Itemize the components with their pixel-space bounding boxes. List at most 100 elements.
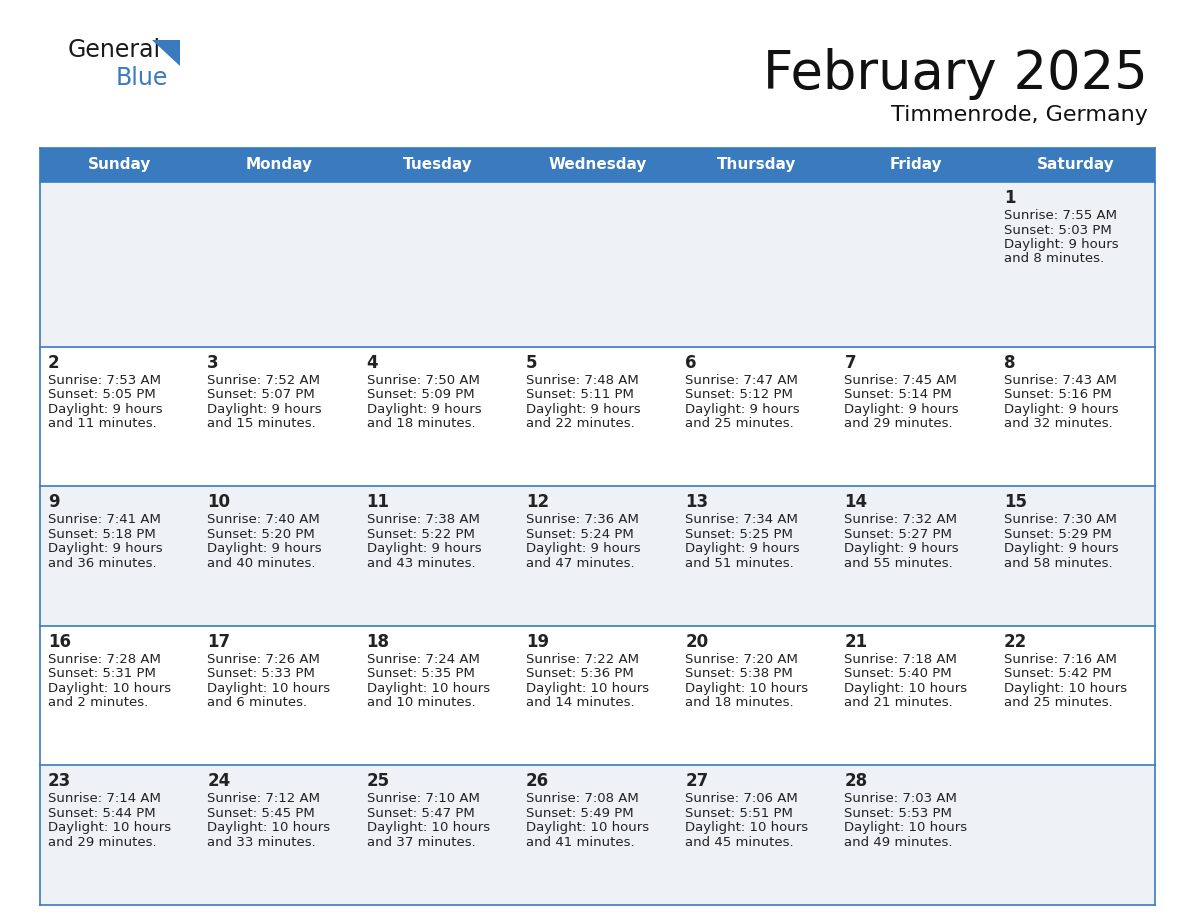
Bar <box>40 347 200 487</box>
Text: Sunrise: 7:48 AM: Sunrise: 7:48 AM <box>526 374 639 386</box>
Text: Sunset: 5:35 PM: Sunset: 5:35 PM <box>367 667 474 680</box>
Text: Daylight: 10 hours: Daylight: 10 hours <box>685 682 808 695</box>
Text: Daylight: 9 hours: Daylight: 9 hours <box>845 403 959 416</box>
Text: 7: 7 <box>845 353 857 372</box>
Text: Sunrise: 7:43 AM: Sunrise: 7:43 AM <box>1004 374 1117 386</box>
Text: and 51 minutes.: and 51 minutes. <box>685 557 794 570</box>
Text: Sunset: 5:20 PM: Sunset: 5:20 PM <box>207 528 315 541</box>
Text: Sunset: 5:42 PM: Sunset: 5:42 PM <box>1004 667 1112 680</box>
Text: and 37 minutes.: and 37 minutes. <box>367 836 475 849</box>
Text: Sunset: 5:53 PM: Sunset: 5:53 PM <box>845 807 953 820</box>
Text: Daylight: 10 hours: Daylight: 10 hours <box>526 682 649 695</box>
Text: Daylight: 9 hours: Daylight: 9 hours <box>367 543 481 555</box>
Text: and 55 minutes.: and 55 minutes. <box>845 557 953 570</box>
Text: Sunset: 5:12 PM: Sunset: 5:12 PM <box>685 388 794 401</box>
Bar <box>836 766 996 905</box>
Text: Daylight: 10 hours: Daylight: 10 hours <box>685 822 808 834</box>
Bar <box>359 487 518 626</box>
Text: 19: 19 <box>526 633 549 651</box>
Bar <box>40 182 200 347</box>
Text: Monday: Monday <box>246 158 312 173</box>
Text: and 29 minutes.: and 29 minutes. <box>48 836 157 849</box>
Polygon shape <box>152 40 181 66</box>
Text: Friday: Friday <box>890 158 942 173</box>
Bar <box>677 347 836 487</box>
Text: Sunset: 5:51 PM: Sunset: 5:51 PM <box>685 807 794 820</box>
Bar <box>518 626 677 766</box>
Text: Timmenrode, Germany: Timmenrode, Germany <box>891 105 1148 125</box>
Text: 24: 24 <box>207 772 230 790</box>
Text: and 47 minutes.: and 47 minutes. <box>526 557 634 570</box>
Text: 5: 5 <box>526 353 537 372</box>
Text: Tuesday: Tuesday <box>404 158 473 173</box>
Text: and 29 minutes.: and 29 minutes. <box>845 418 953 431</box>
Bar <box>996 626 1155 766</box>
Text: Daylight: 10 hours: Daylight: 10 hours <box>1004 682 1127 695</box>
Text: 11: 11 <box>367 493 390 511</box>
Text: Sunset: 5:44 PM: Sunset: 5:44 PM <box>48 807 156 820</box>
Text: Daylight: 9 hours: Daylight: 9 hours <box>1004 403 1118 416</box>
Text: 1: 1 <box>1004 189 1016 207</box>
Text: Daylight: 10 hours: Daylight: 10 hours <box>845 682 967 695</box>
Text: Sunrise: 7:40 AM: Sunrise: 7:40 AM <box>207 513 320 526</box>
Text: Sunrise: 7:26 AM: Sunrise: 7:26 AM <box>207 653 320 666</box>
Text: and 25 minutes.: and 25 minutes. <box>685 418 794 431</box>
Text: Sunrise: 7:03 AM: Sunrise: 7:03 AM <box>845 792 958 805</box>
Text: 6: 6 <box>685 353 696 372</box>
Bar <box>836 487 996 626</box>
Text: Daylight: 10 hours: Daylight: 10 hours <box>367 822 489 834</box>
Text: 28: 28 <box>845 772 867 790</box>
Text: Sunset: 5:49 PM: Sunset: 5:49 PM <box>526 807 633 820</box>
Text: and 49 minutes.: and 49 minutes. <box>845 836 953 849</box>
Text: General: General <box>68 38 162 62</box>
Text: and 14 minutes.: and 14 minutes. <box>526 697 634 710</box>
Bar <box>836 347 996 487</box>
Text: Daylight: 9 hours: Daylight: 9 hours <box>1004 543 1118 555</box>
Text: Wednesday: Wednesday <box>549 158 646 173</box>
Bar <box>518 347 677 487</box>
Text: Daylight: 10 hours: Daylight: 10 hours <box>526 822 649 834</box>
Text: and 45 minutes.: and 45 minutes. <box>685 836 794 849</box>
Text: 25: 25 <box>367 772 390 790</box>
Text: 3: 3 <box>207 353 219 372</box>
Text: and 11 minutes.: and 11 minutes. <box>48 418 157 431</box>
Text: and 10 minutes.: and 10 minutes. <box>367 697 475 710</box>
Text: Sunrise: 7:30 AM: Sunrise: 7:30 AM <box>1004 513 1117 526</box>
Bar <box>200 766 359 905</box>
Bar <box>836 626 996 766</box>
Text: 23: 23 <box>48 772 71 790</box>
Text: 13: 13 <box>685 493 708 511</box>
Text: Sunrise: 7:18 AM: Sunrise: 7:18 AM <box>845 653 958 666</box>
Text: and 43 minutes.: and 43 minutes. <box>367 557 475 570</box>
Text: and 32 minutes.: and 32 minutes. <box>1004 418 1112 431</box>
Bar <box>677 487 836 626</box>
Text: 15: 15 <box>1004 493 1026 511</box>
Bar <box>996 182 1155 347</box>
Bar <box>200 626 359 766</box>
Text: Sunrise: 7:10 AM: Sunrise: 7:10 AM <box>367 792 480 805</box>
Bar <box>836 182 996 347</box>
Text: and 41 minutes.: and 41 minutes. <box>526 836 634 849</box>
Bar <box>359 347 518 487</box>
Text: Sunset: 5:07 PM: Sunset: 5:07 PM <box>207 388 315 401</box>
Bar <box>518 766 677 905</box>
Text: Saturday: Saturday <box>1036 158 1114 173</box>
Bar <box>359 766 518 905</box>
Text: and 58 minutes.: and 58 minutes. <box>1004 557 1112 570</box>
Text: Sunset: 5:22 PM: Sunset: 5:22 PM <box>367 528 474 541</box>
Text: Sunset: 5:29 PM: Sunset: 5:29 PM <box>1004 528 1112 541</box>
Text: 20: 20 <box>685 633 708 651</box>
Text: and 18 minutes.: and 18 minutes. <box>685 697 794 710</box>
Bar <box>996 347 1155 487</box>
Text: 16: 16 <box>48 633 71 651</box>
Text: February 2025: February 2025 <box>763 48 1148 100</box>
Text: and 2 minutes.: and 2 minutes. <box>48 697 148 710</box>
Text: and 15 minutes.: and 15 minutes. <box>207 418 316 431</box>
Text: Sunset: 5:24 PM: Sunset: 5:24 PM <box>526 528 633 541</box>
Text: 14: 14 <box>845 493 867 511</box>
Text: Sunset: 5:40 PM: Sunset: 5:40 PM <box>845 667 952 680</box>
Bar <box>996 766 1155 905</box>
Text: 8: 8 <box>1004 353 1016 372</box>
Text: Sunset: 5:31 PM: Sunset: 5:31 PM <box>48 667 156 680</box>
Text: and 8 minutes.: and 8 minutes. <box>1004 252 1104 265</box>
